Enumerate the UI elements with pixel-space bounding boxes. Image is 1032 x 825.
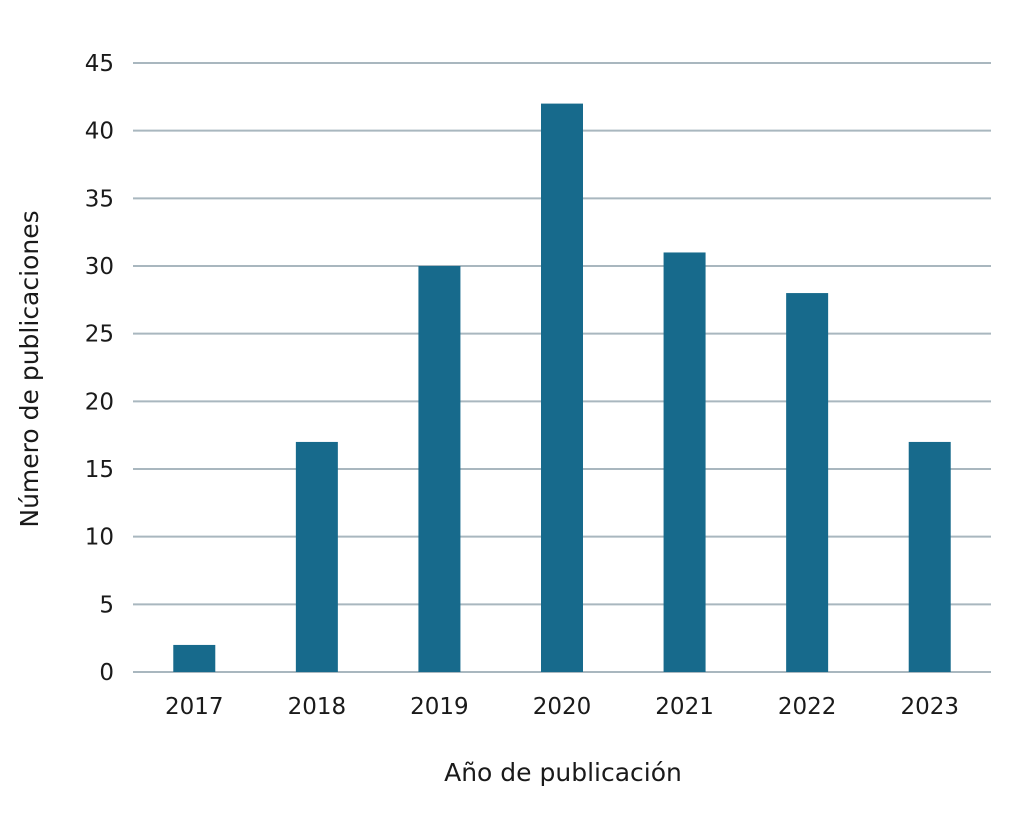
x-tick-label: 2020 [533, 694, 592, 720]
y-tick-label: 0 [99, 660, 114, 686]
y-tick-label: 5 [99, 592, 114, 618]
x-tick-label: 2021 [655, 694, 714, 720]
y-axis-title: Número de publicaciones [15, 210, 44, 527]
bar-2018 [295, 441, 338, 672]
y-tick-label: 40 [85, 119, 114, 145]
x-tick-label: 2017 [165, 694, 224, 720]
bar-2019 [418, 266, 461, 672]
x-tick-label: 2019 [410, 694, 469, 720]
bar-2023 [908, 441, 951, 672]
bars [173, 103, 951, 673]
bar-2022 [786, 293, 829, 672]
x-tick-label: 2022 [778, 694, 837, 720]
y-tick-label: 30 [85, 254, 114, 280]
x-tick-labels: 2017 2018 2019 2020 2021 2022 2023 [165, 694, 959, 720]
x-tick-label: 2018 [288, 694, 347, 720]
y-tick-label: 25 [85, 322, 114, 348]
y-tick-label: 35 [85, 186, 114, 212]
y-tick-label: 15 [85, 457, 114, 483]
y-tick-label: 20 [85, 389, 114, 415]
y-tick-label: 45 [85, 51, 114, 77]
bar-2017 [173, 644, 216, 672]
x-axis-title: Año de publicación [444, 758, 682, 787]
x-tick-label: 2023 [900, 694, 959, 720]
bar-2020 [541, 103, 583, 673]
y-tick-label: 10 [85, 525, 114, 551]
bar-2021 [663, 252, 706, 672]
y-tick-labels: 0 5 10 15 20 25 30 35 40 45 [85, 51, 114, 686]
